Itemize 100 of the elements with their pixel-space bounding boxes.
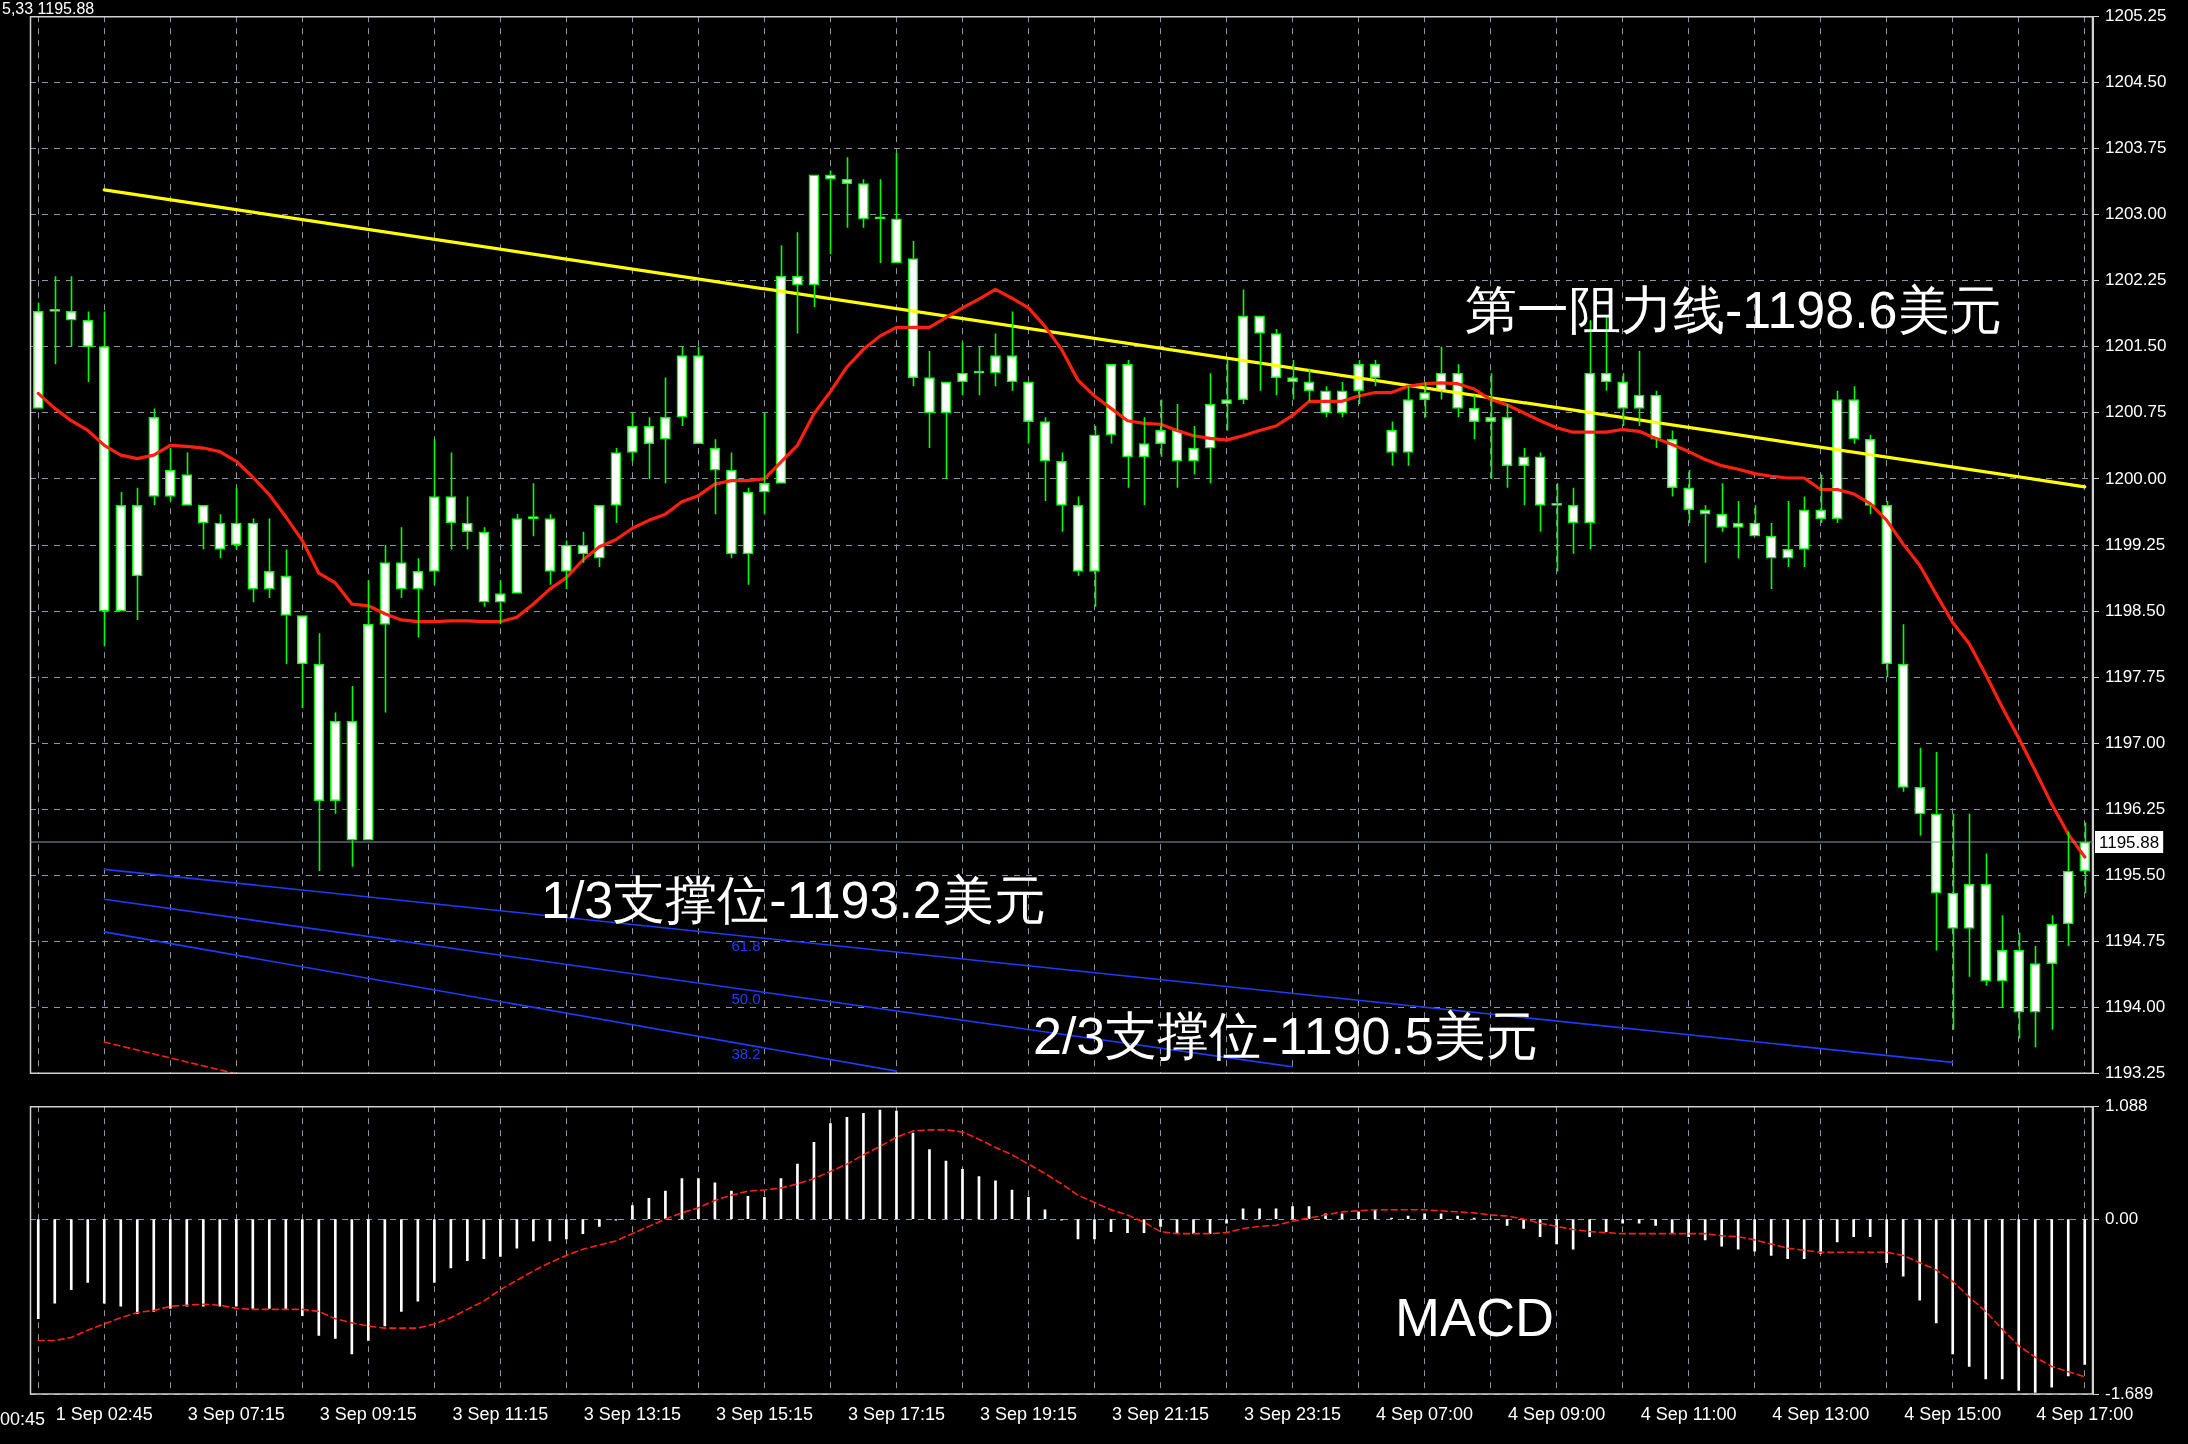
candlestick bbox=[742, 486, 754, 586]
x-tick-label: 3 Sep 13:15 bbox=[583, 1404, 681, 1425]
bar bbox=[1918, 1219, 1922, 1301]
y-tick-label: 1205.25 bbox=[2105, 5, 2167, 25]
x-tick-label: 4 Sep 09:00 bbox=[1508, 1404, 1606, 1425]
bar bbox=[1951, 1219, 1955, 1355]
x-tick-label: 3 Sep 17:15 bbox=[847, 1404, 946, 1425]
candlestick bbox=[1567, 486, 1579, 555]
bar bbox=[1621, 1219, 1624, 1224]
bar bbox=[565, 1219, 568, 1240]
y-tick-label: -1.689 bbox=[2105, 1384, 2154, 1404]
candlestick bbox=[329, 711, 341, 815]
candlestick bbox=[1815, 473, 1827, 524]
candlestick bbox=[1171, 403, 1183, 489]
candlestick bbox=[907, 240, 919, 388]
candlestick bbox=[577, 530, 589, 564]
bar bbox=[1835, 1219, 1839, 1243]
candlestick bbox=[82, 310, 94, 383]
bar bbox=[1687, 1219, 1690, 1238]
candlestick bbox=[1501, 403, 1513, 489]
text: 00:45 bbox=[0, 1408, 46, 1429]
y-tick-label: 1200.00 bbox=[2105, 468, 2167, 488]
bar bbox=[251, 1219, 255, 1309]
bar bbox=[333, 1219, 337, 1339]
candlestick bbox=[1204, 372, 1216, 485]
bar bbox=[317, 1219, 321, 1336]
bar bbox=[697, 1178, 700, 1219]
bar bbox=[1126, 1219, 1129, 1233]
bar bbox=[2066, 1219, 2070, 1377]
bar bbox=[961, 1168, 964, 1219]
x-tick-label: 1 Sep 02:45 bbox=[55, 1404, 153, 1425]
bar bbox=[102, 1219, 106, 1304]
candlestick bbox=[1402, 385, 1414, 467]
candlestick bbox=[1914, 746, 1926, 837]
x-tick-label: 3 Sep 23:15 bbox=[1244, 1404, 1342, 1425]
candlestick bbox=[1947, 813, 1959, 1031]
bar bbox=[267, 1219, 271, 1309]
chart-title: 5,33 1195.88 bbox=[2, 0, 95, 18]
series-label: 38.2 bbox=[731, 1044, 761, 1062]
bar bbox=[1225, 1219, 1228, 1224]
bar bbox=[1291, 1206, 1294, 1219]
candlestick bbox=[98, 310, 110, 648]
bar bbox=[1159, 1219, 1162, 1227]
candlestick bbox=[1303, 367, 1315, 403]
candlestick bbox=[1798, 495, 1810, 568]
candlestick bbox=[296, 615, 308, 709]
candlestick bbox=[2013, 931, 2025, 1040]
bar bbox=[1654, 1219, 1657, 1226]
candlestick bbox=[775, 244, 787, 484]
candlestick bbox=[528, 482, 539, 537]
y-tick-label: 1.088 bbox=[2105, 1095, 2148, 1115]
bar bbox=[1258, 1208, 1261, 1219]
y-tick-label: 1193.25 bbox=[2105, 1063, 2166, 1083]
candlestick bbox=[1930, 751, 1942, 952]
candlestick bbox=[2046, 914, 2058, 1031]
candlestick bbox=[1897, 623, 1909, 793]
bar bbox=[168, 1219, 172, 1309]
y-tick-label: 1200.75 bbox=[2105, 402, 2167, 422]
candlestick bbox=[1270, 328, 1282, 396]
bar bbox=[300, 1219, 304, 1316]
candlestick bbox=[181, 451, 193, 506]
bar bbox=[532, 1219, 535, 1242]
bar bbox=[433, 1219, 436, 1283]
y-tick-label: 1197.00 bbox=[2105, 732, 2166, 752]
bar bbox=[2017, 1219, 2021, 1391]
y-tick-label: 1201.50 bbox=[2105, 336, 2167, 356]
y-tick-label: 0.00 bbox=[2105, 1208, 2139, 1228]
y-tick-label: 1196.25 bbox=[2105, 799, 2166, 819]
candlestick bbox=[610, 447, 622, 524]
candlestick bbox=[1716, 482, 1727, 533]
bar bbox=[2000, 1219, 2004, 1380]
bar bbox=[1934, 1219, 1938, 1324]
candlestick bbox=[1732, 500, 1744, 560]
bar bbox=[1984, 1219, 1988, 1380]
candlestick bbox=[1518, 447, 1529, 507]
candlestick bbox=[940, 381, 952, 480]
candlestick bbox=[412, 557, 424, 639]
bar bbox=[36, 1219, 40, 1320]
bar bbox=[499, 1219, 502, 1257]
candlestick bbox=[1039, 416, 1051, 502]
bar bbox=[1637, 1219, 1641, 1224]
candlestick bbox=[1188, 425, 1199, 476]
bar bbox=[730, 1190, 733, 1219]
x-tick-label: 4 Sep 13:00 bbox=[1772, 1404, 1870, 1425]
candlestick bbox=[1980, 852, 1992, 987]
candlestick bbox=[709, 438, 721, 515]
ref-line-label: 1195.88 bbox=[2099, 832, 2160, 852]
candlestick bbox=[230, 486, 242, 551]
bar bbox=[1786, 1219, 1790, 1259]
candlestick bbox=[396, 526, 407, 599]
bar bbox=[2083, 1219, 2087, 1365]
bar bbox=[53, 1219, 57, 1304]
x-tick-label: 4 Sep 17:00 bbox=[2036, 1404, 2134, 1425]
bar bbox=[367, 1219, 370, 1341]
x-tick-label: 4 Sep 11:00 bbox=[1640, 1404, 1737, 1425]
annotation: 1/3支撑位-1193.2美元 bbox=[541, 871, 1046, 930]
candlestick bbox=[131, 486, 143, 621]
candlestick bbox=[1237, 288, 1249, 405]
candlestick bbox=[379, 544, 391, 714]
bar bbox=[1769, 1219, 1773, 1256]
